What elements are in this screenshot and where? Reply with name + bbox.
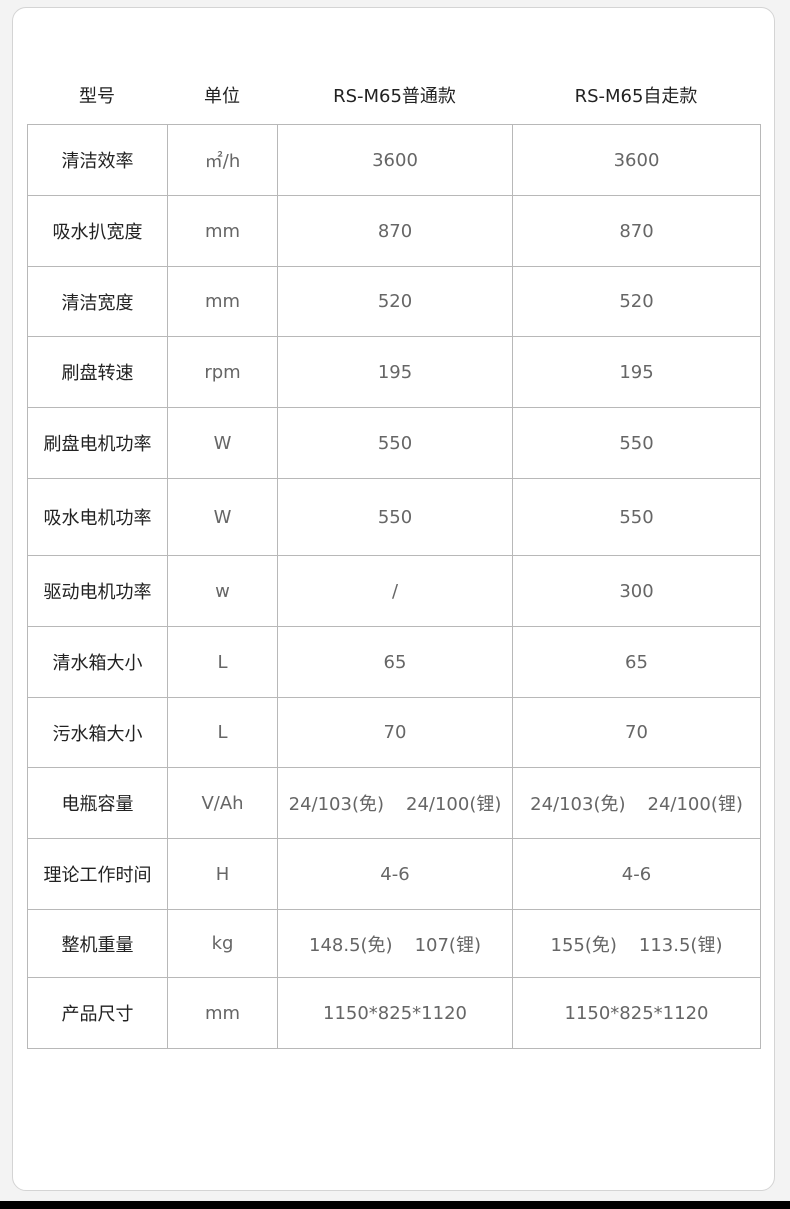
spec-label: 吸水扒宽度 [27,195,168,267]
spec-label: 污水箱大小 [27,697,168,768]
spec-label: 产品尺寸 [27,977,168,1049]
spec-unit: kg [167,909,278,978]
value-part: 24/100(锂) [406,794,502,815]
spec-value-standard: 65 [277,626,513,698]
spec-label: 清水箱大小 [27,626,168,698]
table-row: 清水箱大小 L 65 65 [27,626,761,698]
spec-value-standard: 3600 [277,124,513,196]
header-self-propelled-model: RS-M65自走款 [574,86,698,107]
spec-unit: W [167,478,278,556]
spec-label: 吸水电机功率 [27,478,168,556]
table-row: 驱动电机功率 w/300 [27,555,761,627]
spec-value-standard: 148.5(免) 107(锂) [277,909,513,978]
table-row: 刷盘转速 rpm 195 195 [27,336,761,408]
spec-label: 刷盘转速 [27,336,168,408]
spec-unit: ㎡/h [167,124,278,196]
spec-value-standard: 24/103(免) 24/100(锂) [277,767,513,839]
spec-value-standard: 70 [277,697,513,768]
table-row: 刷盘电机功率 W 550 550 [27,407,761,479]
spec-table: 清洁效率 ㎡/h 3600 3600 吸水扒宽度 mm 870 870 清洁宽度 mm 520 520… [27,124,761,1049]
spec-unit: rpm [167,336,278,408]
value-part: 24/103(免) [288,794,384,815]
spec-unit: V/Ah [167,767,278,839]
spec-value-standard: 870 [277,195,513,267]
spec-value-self-propelled: 195 [512,336,761,408]
spec-unit: W [167,407,278,479]
spec-label: 整机重量 [27,909,168,978]
spec-value-self-propelled: 155(免) 113.5(锂) [512,909,761,978]
table-row: 吸水扒宽度 mm 870 870 [27,195,761,267]
spec-unit: w [167,555,278,627]
spec-value-self-propelled: 4-6 [512,838,761,910]
spec-value-standard: 195 [277,336,513,408]
table-row: 电瓶容量 V/Ah 24/103(免) 24/100(锂) 24/103(免) 24/10… [27,767,761,839]
spec-value-self-propelled: 520 [512,266,761,337]
spec-label: 电瓶容量 [27,767,168,839]
header-standard-model: RS-M65普通款 [333,86,456,107]
spec-label: 驱动电机功率 [27,555,168,627]
spec-value-standard: / [277,555,513,627]
value-part: 148.5(免) [309,934,393,956]
value-part: 113.5(锂) [638,934,723,956]
spec-value-self-propelled: 70 [512,697,761,768]
table-row: 整机重量 kg 148.5(免) 107(锂) 155(免) 113.5(锂) [27,909,761,978]
header-unit: 单位 [204,86,240,107]
spec-value-self-propelled: 1150*825*1120 [512,977,761,1049]
spec-value-standard: 4-6 [277,838,513,910]
spec-unit: mm [167,266,278,337]
spec-value-standard: 520 [277,266,513,337]
spec-label: 清洁宽度 [27,266,168,337]
spec-unit: mm [167,195,278,267]
spec-value-self-propelled: 550 [512,407,761,479]
spec-value-self-propelled: 3600 [512,124,761,196]
spec-unit: mm [167,977,278,1049]
spec-label: 清洁效率 [27,124,168,196]
table-row: 吸水电机功率 W 550 550 [27,478,761,556]
spec-unit: L [167,626,278,698]
spec-value-standard: 550 [277,478,513,556]
table-row: 清洁效率 ㎡/h 3600 3600 [27,124,761,196]
table-row: 清洁宽度 mm 520 520 [27,266,761,337]
value-part: 24/103(免) [530,794,626,815]
value-part: 155(免) [550,934,617,956]
header-model: 型号 [79,86,115,107]
spec-value-self-propelled: 65 [512,626,761,698]
spec-value-self-propelled: 550 [512,478,761,556]
spec-value-self-propelled: 870 [512,195,761,267]
table-row: 污水箱大小 L 70 70 [27,697,761,768]
spec-unit: H [167,838,278,910]
value-part: 24/100(锂) [647,794,743,815]
spec-label: 理论工作时间 [27,838,168,910]
table-row: 产品尺寸 mm 1150*825*1120 1150*825*1120 [27,977,761,1049]
spec-value-self-propelled: 300 [512,555,761,627]
spec-value-standard: 550 [277,407,513,479]
bottom-bar [0,1201,790,1209]
table-row: 理论工作时间 H 4-6 4-6 [27,838,761,910]
value-part: 107(锂) [414,934,481,956]
spec-label: 刷盘电机功率 [27,407,168,479]
spec-unit: L [167,697,278,768]
spec-value-standard: 1150*825*1120 [277,977,513,1049]
spec-value-self-propelled: 24/103(免) 24/100(锂) [512,767,761,839]
